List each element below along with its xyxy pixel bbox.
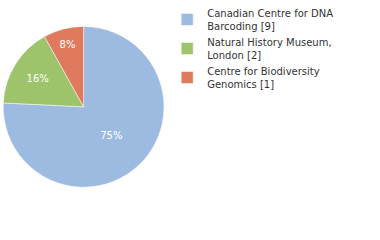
svg-text:75%: 75% xyxy=(100,130,122,141)
svg-text:Canadian Centre for DNABarcodi: Canadian Centre for DNABarcoding [9] xyxy=(207,8,333,32)
svg-text:Centre for BiodiversityGenomic: Centre for BiodiversityGenomics [1] xyxy=(207,66,320,90)
svg-text:8%: 8% xyxy=(60,39,76,50)
svg-text:16%: 16% xyxy=(27,73,49,84)
svg-text:Natural History Museum,London: Natural History Museum,London [2] xyxy=(207,37,331,61)
